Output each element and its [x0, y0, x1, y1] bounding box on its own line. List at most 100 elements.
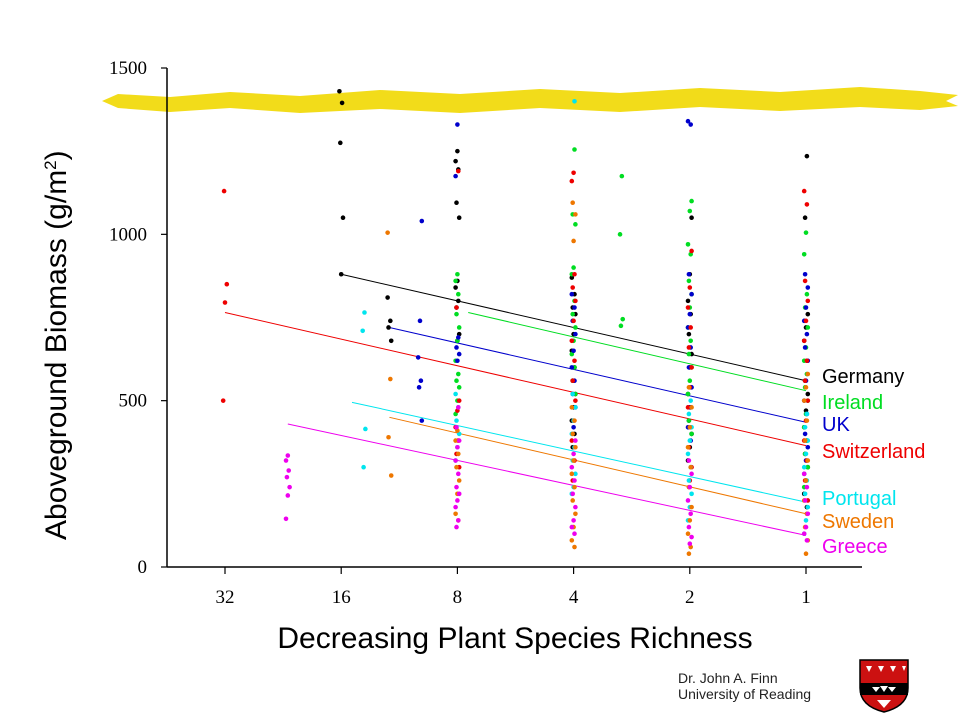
point-sweden — [571, 238, 576, 244]
point-uk — [688, 122, 693, 127]
point-portugal — [573, 471, 578, 477]
point-ireland — [687, 378, 693, 384]
point-greece — [805, 511, 811, 517]
point-sweden — [802, 438, 808, 443]
point-sweden — [571, 458, 576, 463]
point-greece — [569, 524, 575, 530]
point-greece — [456, 405, 461, 410]
point-switzerland — [224, 281, 230, 287]
point-sweden — [803, 551, 809, 556]
point-germany — [338, 271, 344, 277]
point-greece — [284, 474, 290, 480]
point-ireland — [570, 311, 575, 317]
point-sweden — [689, 405, 694, 410]
point-switzerland — [221, 188, 227, 194]
x-tick-label: 4 — [569, 587, 579, 608]
point-germany — [689, 215, 694, 220]
point-ireland — [687, 208, 693, 214]
point-greece — [686, 458, 692, 463]
point-portugal — [570, 391, 575, 397]
point-portugal — [688, 398, 693, 403]
point-portugal — [360, 328, 365, 334]
y-tick-label: 1500 — [109, 58, 147, 79]
point-uk — [805, 444, 811, 450]
point-sweden — [385, 230, 390, 235]
point-germany — [453, 158, 458, 164]
point-switzerland — [220, 398, 226, 403]
point-sweden — [685, 444, 691, 450]
point-sweden — [572, 484, 577, 490]
point-portugal — [362, 310, 367, 315]
point-ireland — [456, 291, 461, 297]
point-ireland — [805, 464, 811, 470]
point-uk — [456, 335, 461, 340]
point-ireland — [573, 222, 578, 227]
point-switzerland — [456, 398, 462, 403]
fit-line-uk — [389, 326, 807, 423]
point-sweden — [686, 385, 692, 390]
point-germany — [338, 140, 343, 146]
point-greece — [573, 438, 578, 443]
point-switzerland — [222, 300, 228, 305]
point-greece — [685, 498, 691, 503]
y-tick-label: 1000 — [109, 224, 147, 245]
point-sweden — [573, 511, 578, 517]
point-switzerland — [805, 298, 811, 304]
university-crest-icon — [859, 659, 909, 713]
point-sweden — [386, 434, 391, 440]
point-uk — [416, 385, 422, 390]
point-germany — [804, 153, 810, 159]
point-sweden — [388, 473, 394, 478]
point-ireland — [688, 338, 693, 344]
point-switzerland — [686, 345, 692, 350]
point-uk — [419, 418, 425, 423]
point-ireland — [454, 311, 459, 317]
point-germany — [388, 318, 393, 324]
point-sweden — [801, 398, 807, 403]
point-germany — [456, 298, 461, 304]
point-portugal — [802, 424, 808, 430]
point-germany — [455, 148, 460, 154]
point-germany — [339, 100, 345, 106]
point-portugal — [687, 438, 693, 443]
point-sweden — [685, 531, 691, 537]
point-ireland — [620, 316, 626, 322]
point-uk — [687, 311, 693, 317]
point-greece — [801, 531, 807, 537]
point-switzerland — [570, 285, 575, 290]
point-sweden — [569, 538, 575, 543]
credit-institution: University of Reading — [678, 686, 812, 702]
point-portugal — [363, 426, 368, 432]
point-uk — [455, 358, 460, 364]
point-sweden — [803, 385, 809, 390]
credit-author: Dr. John A. Finn — [678, 670, 778, 686]
point-uk — [802, 345, 808, 350]
point-uk — [453, 173, 458, 179]
legend-germany: Germany — [822, 366, 904, 388]
point-greece — [573, 504, 578, 510]
point-portugal — [803, 451, 809, 457]
point-uk — [685, 118, 691, 124]
point-portugal — [572, 98, 577, 104]
point-portugal — [801, 464, 807, 470]
point-sweden — [804, 418, 810, 423]
fit-lines — [224, 273, 807, 536]
point-ireland — [617, 232, 623, 237]
point-switzerland — [569, 178, 575, 184]
point-portugal — [686, 478, 692, 483]
point-switzerland — [571, 170, 576, 176]
point-switzerland — [801, 338, 807, 344]
point-uk — [415, 355, 421, 360]
point-germany — [454, 200, 459, 206]
point-ireland — [456, 325, 462, 330]
legend-greece: Greece — [822, 536, 888, 558]
point-switzerland — [571, 318, 576, 324]
point-switzerland — [801, 188, 807, 194]
point-germany — [686, 331, 692, 337]
point-sweden — [573, 444, 578, 450]
point-greece — [804, 484, 810, 490]
legend-ireland: Ireland — [822, 392, 883, 414]
point-sweden — [687, 518, 693, 523]
point-switzerland — [802, 378, 808, 384]
point-uk — [689, 291, 694, 297]
